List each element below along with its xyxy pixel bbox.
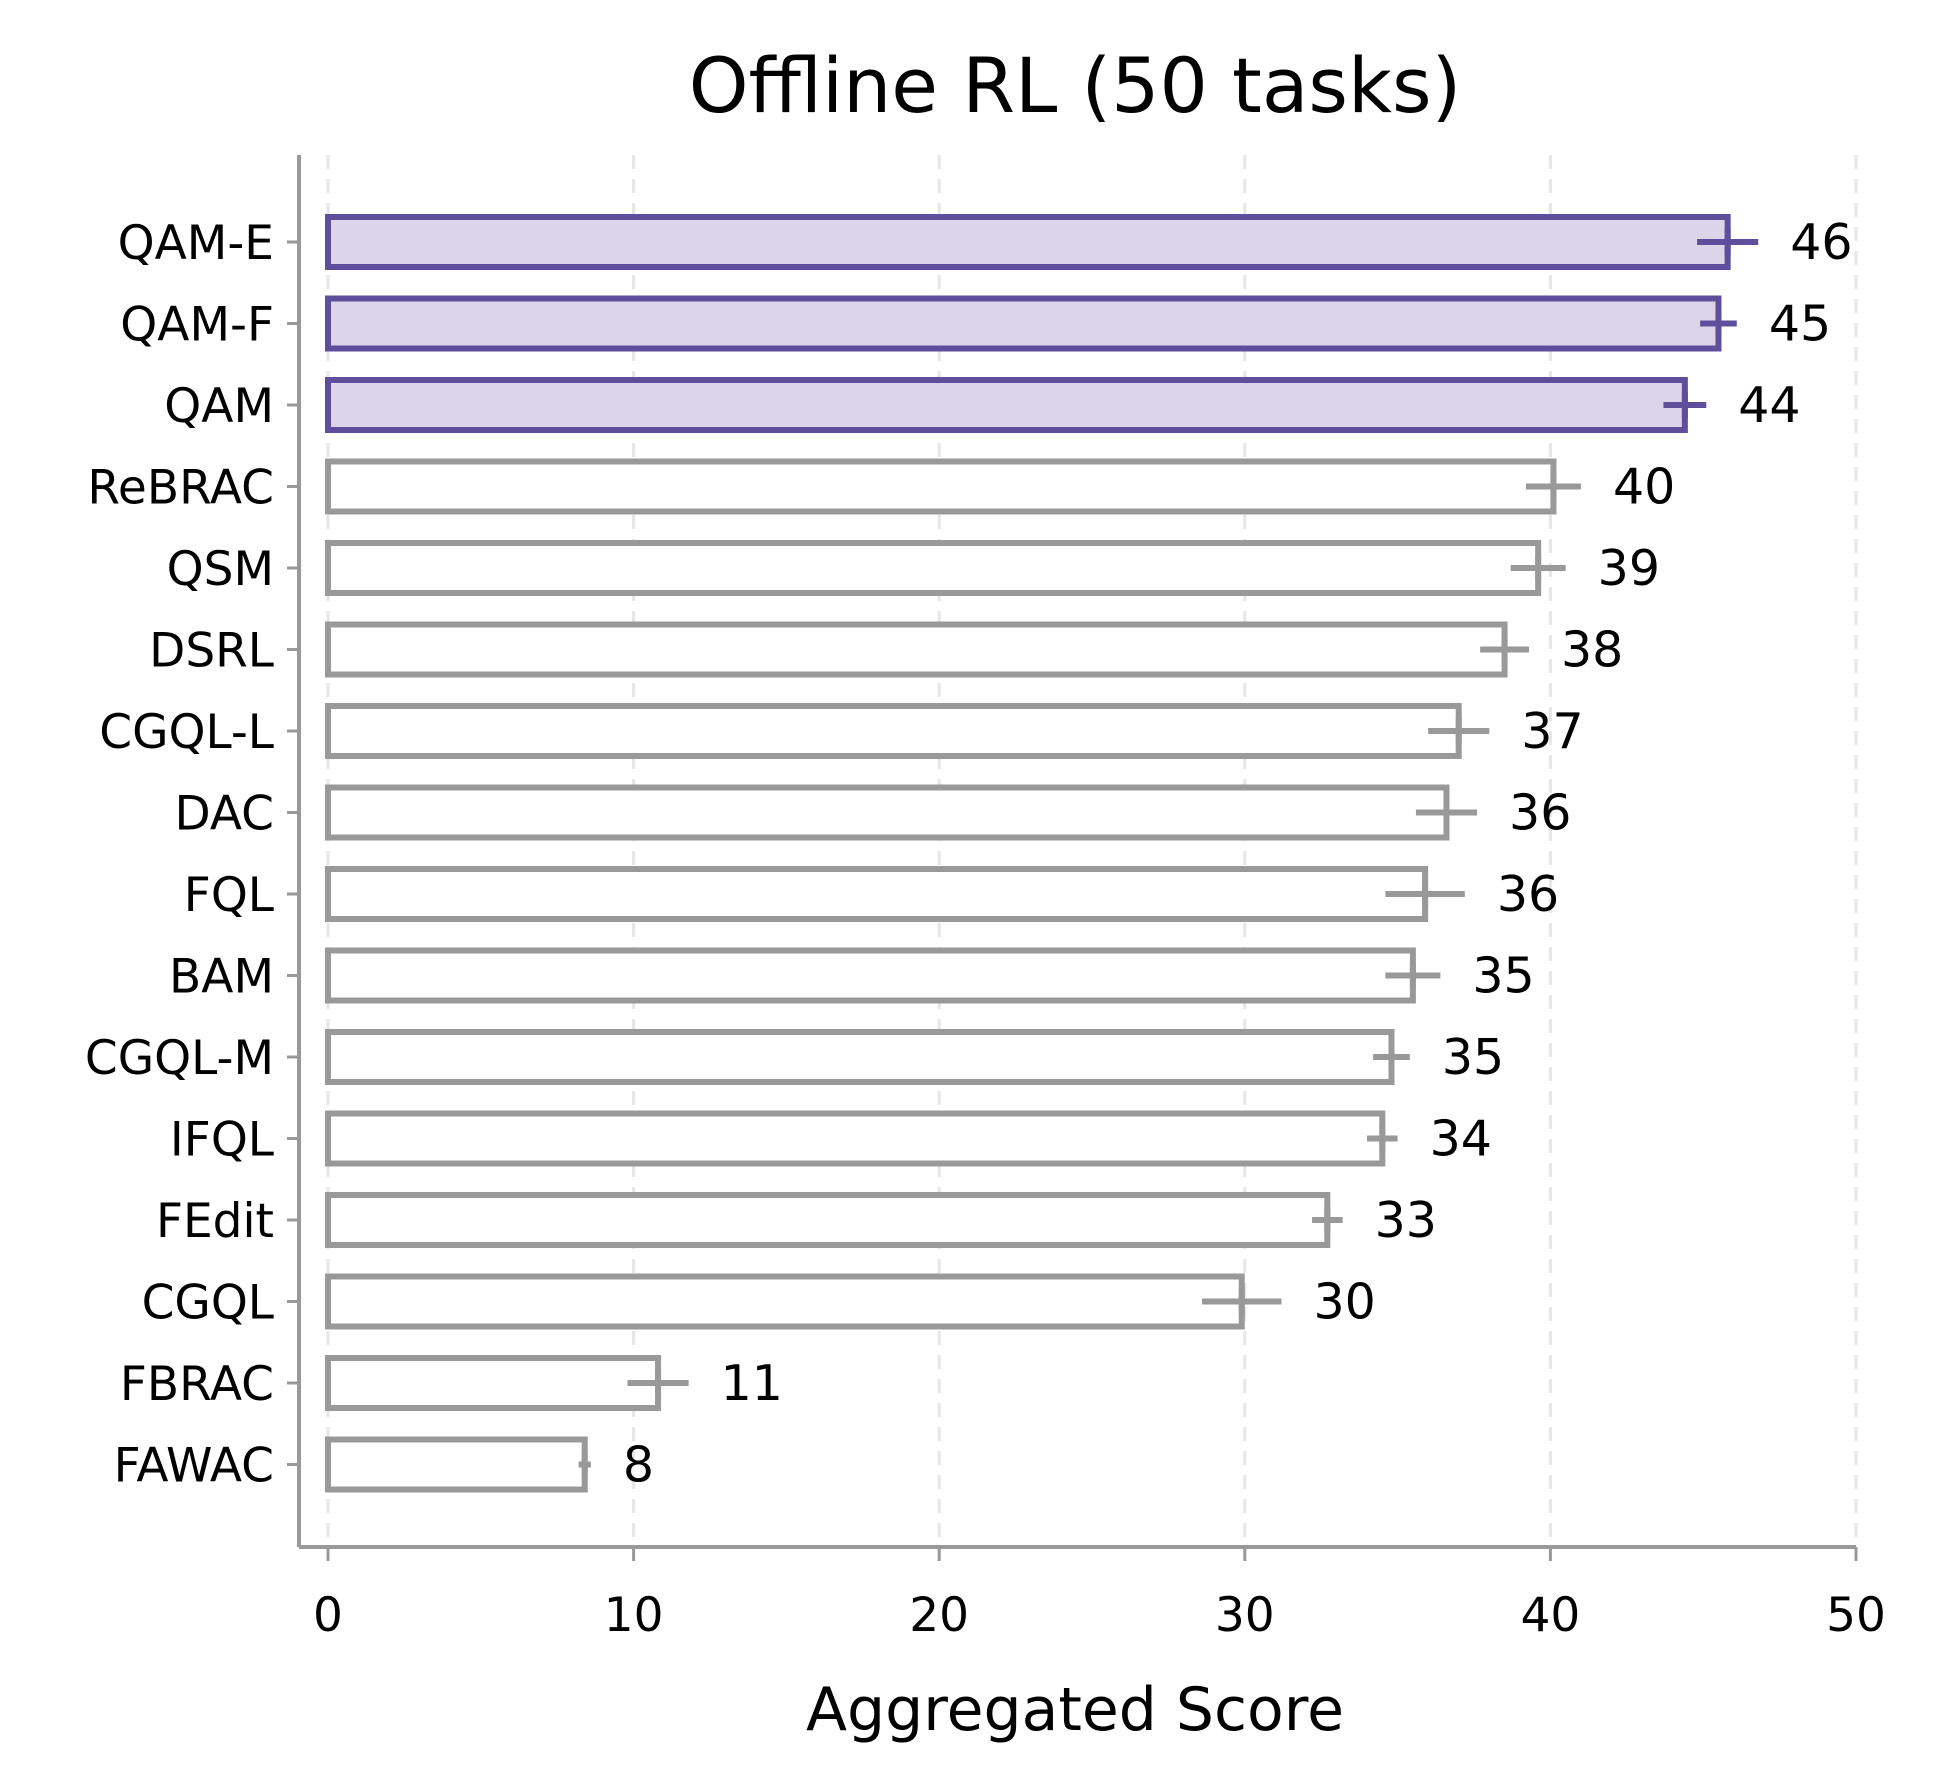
grid-lines [326,155,1858,1547]
value-label: 40 [1613,459,1675,516]
chart-title: Offline RL (50 tasks) [689,41,1462,130]
y-tick-label: QAM [164,379,274,434]
value-label: 45 [1769,296,1831,353]
value-label: 33 [1375,1192,1437,1249]
y-tick-label: CGQL-M [85,1031,274,1086]
x-tick-label: 50 [1826,1588,1886,1643]
y-tick-label: FEdit [156,1194,274,1249]
y-tick-label: QSM [167,542,274,597]
bar [325,621,1508,678]
y-tick-label: IFQL [170,1113,274,1168]
bar [325,295,1722,352]
bar [325,703,1462,759]
x-tick-label: 20 [909,1588,969,1643]
y-tick-label: DAC [174,787,274,842]
value-label: 36 [1509,785,1571,842]
bar [325,377,1688,433]
value-label: 34 [1430,1111,1492,1168]
y-tick-label: DSRL [149,624,274,679]
bar [325,866,1429,922]
bar [325,1110,1386,1167]
value-label: 35 [1442,1029,1504,1086]
value-label: 11 [721,1355,783,1412]
value-label: 39 [1598,540,1660,597]
bar [325,540,1542,596]
value-label: 38 [1561,622,1623,679]
y-tick-label: FQL [184,868,274,923]
value-label: 8 [623,1437,654,1494]
y-tick-label: FBRAC [120,1357,274,1412]
y-tick-label: QAM-F [120,298,274,353]
value-label: 35 [1472,948,1534,1005]
y-tick-label: QAM-E [118,216,274,271]
bar [325,214,1731,270]
y-tick-label: BAM [169,950,274,1005]
value-label: 36 [1497,866,1559,923]
bar [325,1355,662,1411]
bar [325,947,1416,1004]
value-label: 44 [1738,377,1800,434]
y-tick-label: ReBRAC [87,461,274,516]
x-axis-label: Aggregated Score [806,1675,1344,1745]
bar [325,1436,588,1493]
x-tick-label: 40 [1520,1588,1580,1643]
x-tick-label: 30 [1215,1588,1275,1643]
bar [325,1029,1395,1085]
x-tick-label: 10 [604,1588,664,1643]
y-tick-label: CGQL [142,1276,274,1331]
value-label: 37 [1521,703,1583,760]
bar [325,1273,1245,1330]
value-label: 46 [1790,214,1852,271]
bar [325,1192,1331,1248]
ticks: 0 10 20 30 40 50 QAM-E QAM-F QAM ReBRAC QSM DSRL CGQ… [85,216,1886,1643]
axes [297,155,1856,1549]
bar [325,458,1557,515]
bar [325,784,1450,841]
value-label: 30 [1313,1274,1375,1331]
y-tick-label: CGQL-L [99,705,274,760]
x-tick-label: 0 [313,1588,343,1643]
y-tick-label: FAWAC [114,1439,274,1494]
